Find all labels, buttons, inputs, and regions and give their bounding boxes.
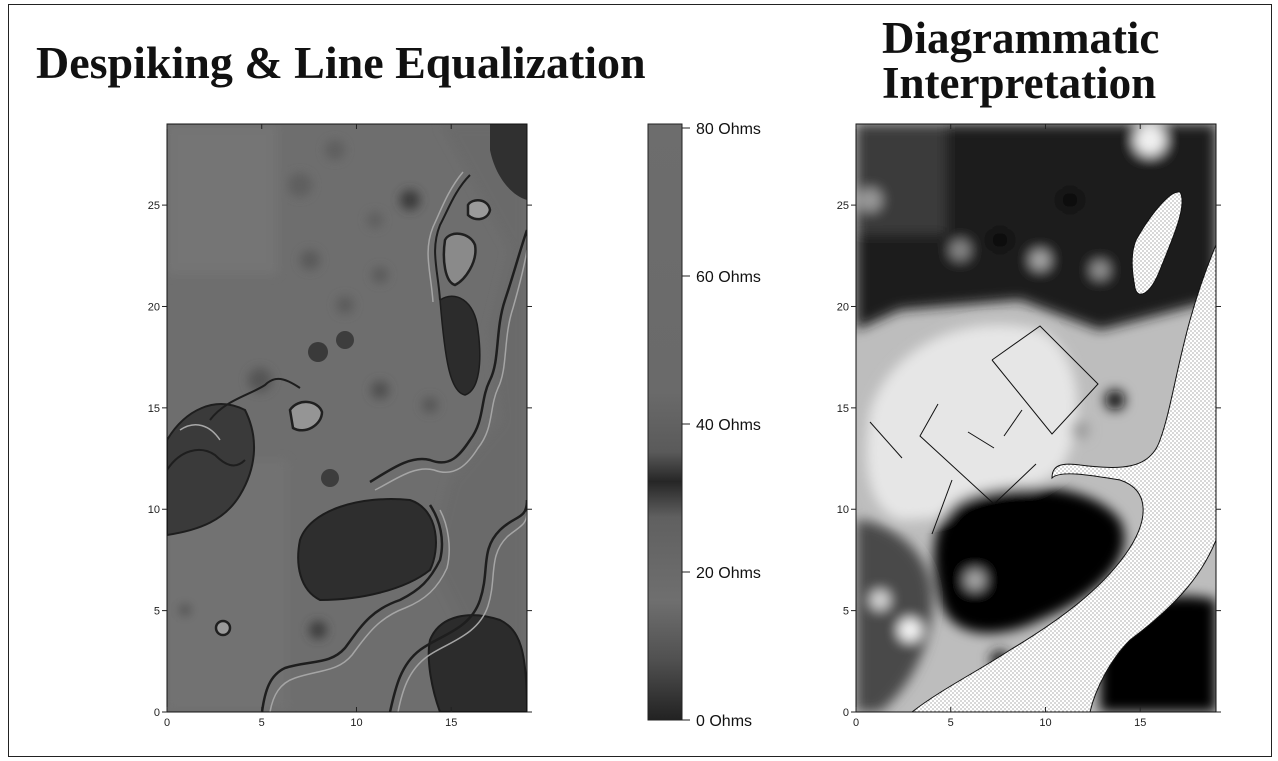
right-y-tick-label: 20 xyxy=(837,301,849,313)
left-y-tick-label: 25 xyxy=(148,200,160,212)
right-title-line-1: Diagrammatic xyxy=(882,13,1160,63)
color-scale-label: 80 Ohms xyxy=(696,121,761,138)
color-scale-label: 40 Ohms xyxy=(696,417,761,434)
left-y-tick-label: 5 xyxy=(154,606,160,618)
left-y-tick-label: 15 xyxy=(148,403,160,415)
right-panel-title: Diagrammatic Interpretation xyxy=(882,16,1159,106)
right-y-tick-label: 15 xyxy=(837,403,849,415)
right-y-tick-label: 0 xyxy=(843,707,849,719)
right-x-tick-label: 0 xyxy=(853,717,859,729)
left-x-tick-label: 10 xyxy=(350,717,362,729)
left-y-tick-label: 10 xyxy=(148,504,160,516)
right-map-features xyxy=(856,124,1216,712)
right-y-tick-label: 10 xyxy=(837,504,849,516)
left-y-tick-label: 20 xyxy=(148,301,160,313)
color-scale-label: 60 Ohms xyxy=(696,269,761,286)
left-panel-title: Despiking & Line Equalization xyxy=(36,37,646,88)
left-y-tick-label: 0 xyxy=(154,707,160,719)
left-x-tick-label: 15 xyxy=(445,717,457,729)
right-y-tick-label: 5 xyxy=(843,606,849,618)
color-scale-labels: 80 Ohms 60 Ohms 40 Ohms 20 Ohms 0 Ohms xyxy=(682,121,761,730)
color-scale: 80 Ohms 60 Ohms 40 Ohms 20 Ohms 0 Ohms xyxy=(647,121,761,730)
right-x-tick-label: 10 xyxy=(1039,717,1051,729)
right-x-tick-label: 5 xyxy=(948,717,954,729)
left-x-tick-label: 5 xyxy=(259,717,265,729)
left-resistivity-map: 0 5 10 15 0 5 10 15 20 25 xyxy=(148,123,532,729)
right-title-line-2: Interpretation xyxy=(882,58,1157,108)
right-interpretation-map: 0 5 10 15 0 5 10 15 20 25 xyxy=(837,123,1221,729)
color-scale-bar xyxy=(647,123,683,721)
color-scale-label: 0 Ohms xyxy=(696,713,752,730)
color-scale-label: 20 Ohms xyxy=(696,565,761,582)
right-x-tick-label: 15 xyxy=(1134,717,1146,729)
left-map-features xyxy=(167,124,527,712)
figure-frame xyxy=(8,4,1272,757)
right-map-axes: 0 5 10 15 0 5 10 15 20 25 xyxy=(837,124,1221,729)
left-x-tick-label: 0 xyxy=(164,717,170,729)
right-y-tick-label: 25 xyxy=(837,200,849,212)
right-map-shading xyxy=(856,124,1216,712)
interpreted-walls xyxy=(869,325,1099,535)
left-map-axes: 0 5 10 15 0 5 10 15 20 25 xyxy=(148,124,532,729)
